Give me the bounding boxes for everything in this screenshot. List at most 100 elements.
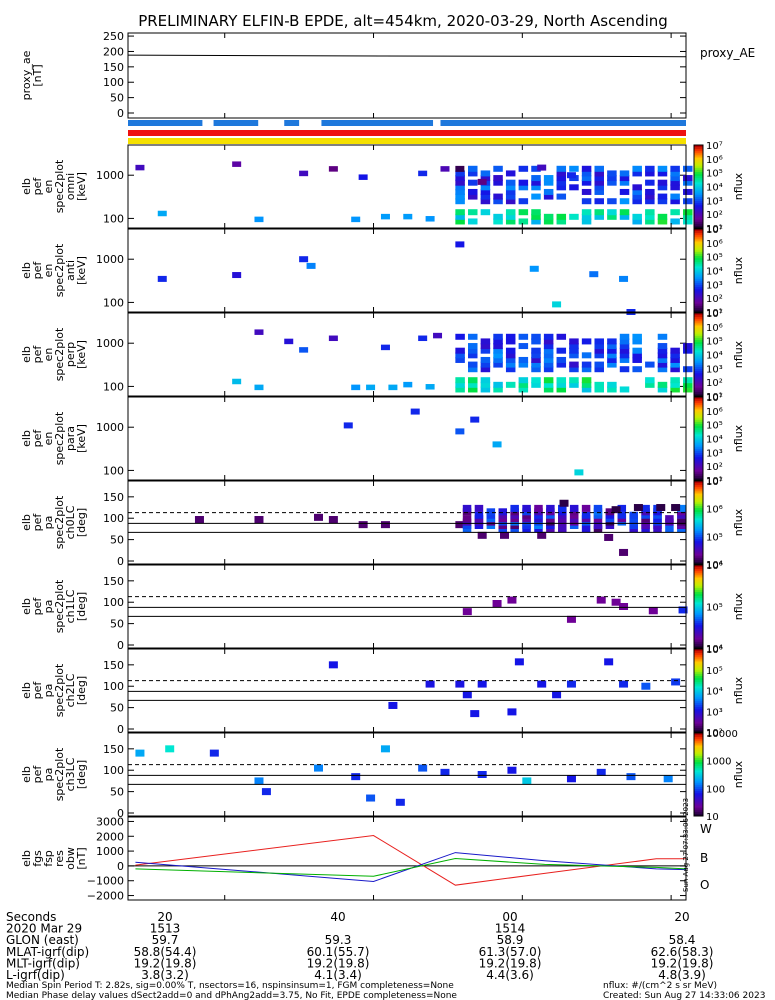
colorbar-5-segment — [694, 633, 703, 637]
colorbar-1-segment — [694, 282, 703, 286]
res-ytick-label: −2000 — [87, 890, 124, 903]
colorbar-5-segment — [694, 579, 703, 583]
spec_omni-ylabel-0: elb — [20, 178, 33, 195]
colorbar-4-segment — [694, 507, 703, 511]
colorbar-5-segment — [694, 594, 703, 597]
colorbar-0-segment — [694, 196, 703, 200]
res-ylabel-4: obw — [64, 847, 77, 870]
colorbar-7-segment — [694, 776, 703, 780]
colorbar-7-segment — [694, 741, 703, 744]
perp-cell — [607, 381, 617, 388]
colorbar-0-tick: 10³ — [706, 196, 723, 207]
colorbar-1-segment — [694, 295, 703, 298]
colorbar-0-segment — [694, 188, 703, 192]
perp-cell — [531, 352, 541, 359]
perp-cell — [670, 366, 680, 373]
pa_ch0-ytick-label: 150 — [103, 491, 124, 504]
omni-cell — [493, 193, 503, 200]
colorbar-2-segment — [694, 319, 703, 322]
colorbar-1-tick: 10⁵ — [706, 253, 723, 264]
perp-cell — [493, 347, 503, 354]
footer-table: Median Spin Period T: 2.82s, sig=0.00% T… — [6, 798, 765, 1000]
colorbar-0-tick: 10⁷ — [706, 141, 723, 152]
colorbar-1-segment — [694, 253, 703, 257]
omni-cell — [569, 213, 579, 220]
perp-cell — [683, 343, 693, 350]
colorbar-7-segment — [694, 807, 703, 811]
colorbar-2-segment — [694, 369, 703, 372]
colorbar-7-segment — [694, 784, 703, 788]
proxy-ae-ytick-label: 50 — [110, 92, 124, 105]
ch3-cell — [351, 773, 361, 781]
colorbar-1-frame — [693, 228, 704, 313]
colorbar-4-frame — [693, 480, 704, 565]
ch0-cell — [581, 511, 591, 519]
colorbar-2-segment — [694, 362, 703, 366]
colorbar-0-frame — [693, 144, 704, 229]
colorbar-6-tick: 10⁶ — [706, 645, 723, 656]
colorbar-6-segment — [694, 700, 703, 704]
omni-cell — [505, 179, 516, 186]
ch0-cell — [510, 504, 519, 512]
colorbar-3-segment — [694, 407, 703, 410]
colorbar-0-segment — [694, 182, 703, 185]
footer-value: 58.8(54.4) — [134, 945, 197, 959]
ch0-cell — [254, 516, 264, 524]
colorbar-4-segment — [694, 512, 703, 515]
pa_ch1-ylabel-2: pa — [42, 600, 55, 614]
perp-cell — [607, 338, 617, 345]
omni-cell — [645, 198, 655, 205]
colorbar-5-segment — [694, 573, 703, 576]
colorbar-6-tick: 10² — [706, 728, 723, 739]
footer-value: 19.2(19.8) — [651, 956, 714, 970]
omni-cell — [594, 179, 604, 186]
flux-units-label: nflux: #/(cm^2 s sr MeV) — [603, 981, 717, 991]
perp-cell — [531, 333, 541, 340]
colorbar-4-tick: 10⁴ — [706, 560, 723, 571]
colorbar-5-segment — [694, 612, 703, 616]
colorbar-5-tick: 10⁵ — [706, 603, 723, 614]
omni-cell — [455, 193, 465, 200]
omni-cell — [403, 213, 413, 220]
pa_ch3-ytick-label: 150 — [103, 743, 124, 756]
colorbar-3-segment — [694, 401, 703, 404]
colorbar-6-segment — [694, 651, 703, 654]
ch2-cell — [671, 678, 681, 686]
footer-row-label: MLT-igrf(dip) — [6, 956, 80, 970]
colorbar-7-segment — [694, 778, 703, 782]
spec_perp-ytick-label: 100 — [103, 380, 124, 393]
colorbar-2-segment — [694, 321, 703, 324]
colorbar-3-segment — [694, 405, 703, 408]
colorbar-6-label: nflux — [732, 676, 745, 704]
omni-cell — [455, 170, 465, 177]
spec_para-ylabel-4: para — [64, 426, 77, 451]
colorbar-4-segment — [694, 549, 703, 553]
omni-cell — [455, 209, 465, 216]
perp-cell — [518, 356, 529, 363]
colorbar-7-segment — [694, 799, 703, 802]
colorbar-0-segment — [694, 153, 703, 156]
ch0-cell — [665, 525, 674, 533]
colorbar-0-segment — [694, 178, 703, 181]
omni-cell — [683, 165, 693, 172]
perp-cell — [581, 361, 592, 368]
pa_ch0-ylabel-2: pa — [42, 516, 55, 530]
pa_ch2-ytick-label: 0 — [117, 723, 124, 736]
anti-cell — [157, 275, 167, 282]
perp-cell — [493, 333, 503, 340]
ch0-cell — [629, 511, 638, 519]
perp-cell — [632, 338, 642, 345]
pa_ch3-ytick-label: 100 — [103, 764, 124, 777]
ch1-cell — [611, 598, 621, 606]
colorbar-1-segment — [694, 245, 703, 249]
perp-cell — [468, 333, 478, 340]
perp-cell — [594, 347, 604, 354]
omni-cell — [556, 193, 567, 200]
colorbar-5-frame — [693, 564, 704, 649]
proxy-ae-ytick-label: 100 — [103, 76, 124, 89]
perp-cell — [380, 344, 390, 351]
colorbar-6-segment — [694, 721, 703, 725]
omni-cell — [556, 184, 567, 191]
colorbar-2-segment — [694, 375, 703, 378]
omni-cell — [531, 175, 541, 182]
